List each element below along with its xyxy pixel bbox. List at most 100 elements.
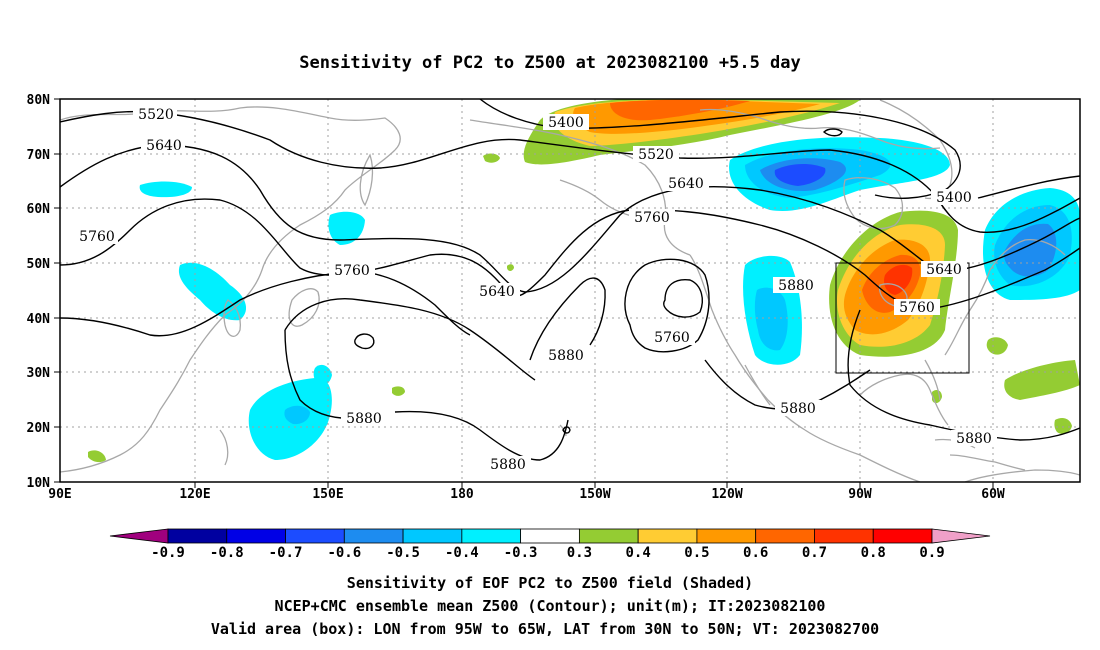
colorbar-swatch — [814, 528, 874, 544]
contour-label: 5760 — [649, 329, 695, 346]
contour-5880-small-c — [822, 128, 843, 137]
latitude-ticks — [54, 98, 60, 483]
lat-label: 10N — [27, 476, 51, 491]
colorbar-swatch — [520, 528, 580, 544]
coastline-central-america — [804, 429, 921, 482]
contour-label: 5640 — [141, 137, 185, 154]
negative-region-kamchatka — [328, 211, 365, 245]
caption-line-1: Sensitivity of EOF PC2 to Z500 field (Sh… — [347, 574, 753, 592]
contour-label-text: 5400 — [936, 190, 972, 206]
colorbar-label: 0.4 — [626, 545, 651, 561]
contour-5760-south — [60, 271, 471, 337]
colorbar-right-arrow — [931, 528, 991, 544]
contour-5880-lower — [394, 410, 569, 461]
colorbar-label: -0.3 — [504, 545, 538, 561]
colorbar-label: 0.3 — [567, 545, 592, 561]
caption-block: Sensitivity of EOF PC2 to Z500 field (Sh… — [211, 574, 879, 638]
colorbar-swatch — [226, 528, 286, 544]
lat-label: 30N — [27, 366, 51, 381]
colorbar-label: -0.9 — [151, 545, 185, 561]
coastline-us-east — [944, 269, 991, 356]
colorbar-swatch — [872, 528, 933, 544]
colorbar-swatch — [755, 528, 815, 544]
colorbar-swatch — [402, 528, 463, 544]
colorbar-swatch — [343, 528, 404, 544]
lat-label: 70N — [27, 148, 51, 163]
coastline-alaska-peninsula — [559, 179, 641, 219]
lon-label: 120W — [711, 487, 742, 502]
colorbar-label: -0.8 — [210, 545, 244, 561]
contour-label-text: 5760 — [654, 330, 690, 346]
map-grid — [60, 99, 1080, 482]
contour-5880-west — [284, 329, 361, 420]
contour-label-text: 5640 — [479, 284, 515, 300]
contour-5400-east — [977, 175, 1080, 199]
lat-label: 80N — [27, 93, 51, 108]
lon-label: 90E — [48, 487, 71, 502]
longitude-ticks — [194, 482, 994, 488]
negative-region-pacific-south-core — [284, 405, 310, 425]
contour-5760-ring — [624, 258, 710, 353]
colorbar-left-arrow — [109, 528, 169, 544]
contour-5880-small-a — [354, 333, 375, 350]
contour-label-text: 5760 — [634, 210, 670, 226]
positive-speck-7 — [507, 264, 514, 271]
contour-label: 5520 — [133, 106, 177, 123]
negative-region-pacific-mid — [313, 364, 332, 386]
coastline-kamchatka — [359, 153, 374, 207]
lon-label: 150W — [579, 487, 610, 502]
contour-5880-main — [284, 298, 536, 381]
contour-label-text: 5760 — [79, 229, 115, 245]
colorbar-swatch — [578, 528, 639, 544]
contour-label-text: 5880 — [548, 348, 584, 364]
contour-label: 5880 — [773, 277, 819, 294]
contour-label-text: 5880 — [490, 457, 526, 473]
contour-5880-small-b — [562, 426, 571, 434]
positive-region-gulf-stream — [1004, 360, 1080, 400]
colorbar: -0.9 -0.8 -0.7 -0.6 -0.5 -0.4 -0.3 0.3 0.4 0.5 0.6… — [109, 528, 991, 561]
contour-label-text: 5880 — [956, 431, 992, 447]
coastline-south-america — [964, 469, 1080, 482]
map-title: Sensitivity of PC2 to Z500 at 2023082100… — [299, 53, 801, 73]
lat-label: 50N — [27, 257, 51, 272]
contour-label: 5640 — [921, 261, 967, 278]
longitude-labels: 90E 120E 150E 180 150W 120W 90W 60W — [48, 487, 1005, 502]
colorbar-swatch — [285, 528, 345, 544]
lon-label: 60W — [981, 487, 1005, 502]
coastline-hawaii — [559, 424, 567, 437]
map-frame — [59, 98, 1081, 483]
colorbar-label: -0.5 — [386, 545, 420, 561]
coastline-baja — [744, 364, 771, 406]
negative-region-siberia — [139, 181, 192, 198]
latitude-labels: 80N 70N 60N 50N 40N 30N 20N 10N — [27, 93, 51, 491]
lat-label: 40N — [27, 312, 51, 327]
contour-label-text: 5520 — [138, 107, 174, 123]
contour-label-text: 5880 — [778, 278, 814, 294]
contour-label: 5760 — [894, 299, 940, 316]
colorbar-swatch — [461, 528, 522, 544]
positive-region-arctic-red — [610, 99, 750, 121]
coastline-gulf — [859, 373, 949, 426]
colorbar-label: 0.7 — [802, 545, 827, 561]
contour-label-text: 5640 — [146, 138, 182, 154]
lon-label: 120E — [179, 487, 210, 502]
coastline-arctic-islands — [699, 108, 941, 150]
contour-label-group: 5520 5640 5760 5400 5520 5640 5760 5400 … — [74, 106, 997, 473]
contour-label-text: 5760 — [899, 300, 935, 316]
contour-5520 — [60, 110, 1080, 233]
contour-label: 5640 — [663, 175, 709, 192]
contour-label: 5880 — [951, 430, 997, 447]
colorbar-swatch — [696, 528, 757, 544]
colorbar-label: -0.7 — [269, 545, 303, 561]
positive-speck-2 — [1054, 418, 1072, 434]
contour-5880-atlantic — [847, 309, 1080, 441]
negative-region-canada-deep — [774, 164, 826, 186]
lat-label: 20N — [27, 421, 51, 436]
contour-label-text: 5400 — [548, 115, 584, 131]
coastline-asia-east — [60, 149, 396, 473]
contour-label: 5880 — [775, 400, 821, 417]
contour-5760-low — [662, 278, 703, 318]
contour-label: 5400 — [543, 114, 589, 131]
contour-label: 5760 — [329, 262, 375, 279]
